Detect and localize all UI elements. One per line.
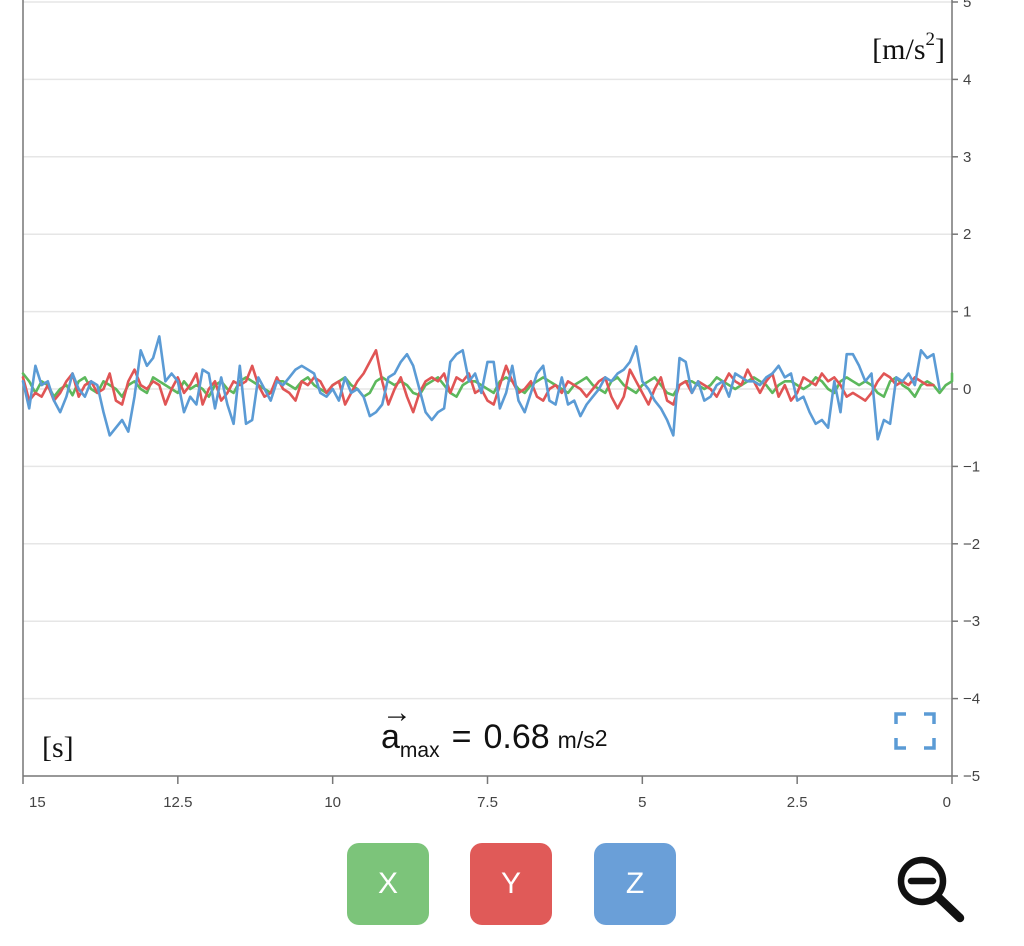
max-acceleration-readout: → amax = 0.68 m/s2 bbox=[381, 696, 608, 762]
vector-arrow: → bbox=[382, 696, 412, 729]
x-tick-label: 0 bbox=[943, 794, 951, 811]
series-z-line bbox=[21, 335, 941, 441]
z-axis-toggle-button[interactable]: Z bbox=[594, 843, 676, 925]
x-axis-toggle-button[interactable]: X bbox=[347, 843, 429, 925]
max-unit: m/s bbox=[558, 727, 595, 753]
max-value: 0.68 bbox=[483, 718, 549, 756]
x-tick-label: 12.5 bbox=[163, 794, 192, 811]
x-tick-label: 10 bbox=[324, 794, 341, 811]
y-tick-label: 1 bbox=[963, 304, 971, 321]
y-tick-label: 5 bbox=[963, 0, 971, 11]
y-tick-label: 4 bbox=[963, 71, 971, 88]
y-tick-label: −1 bbox=[963, 458, 980, 475]
y-tick-label: −5 bbox=[963, 768, 980, 785]
y-tick-label: 0 bbox=[963, 381, 971, 398]
x-tick-label: 7.5 bbox=[477, 794, 498, 811]
x-unit-label: [s] bbox=[42, 731, 74, 764]
fullscreen-corners-icon[interactable] bbox=[890, 708, 940, 754]
max-acceleration-text: amax = 0.68 m/s2 bbox=[381, 718, 608, 762]
equals-sign: = bbox=[452, 718, 472, 756]
magnifier-minus-icon[interactable] bbox=[890, 850, 970, 930]
accel-subscript: max bbox=[400, 739, 440, 762]
y-unit-label: [m/s2] bbox=[872, 29, 945, 66]
y-tick-label: −2 bbox=[963, 536, 980, 553]
max-unit-sup: 2 bbox=[595, 725, 608, 751]
y-tick-label: 3 bbox=[963, 149, 971, 166]
y-axis-toggle-button[interactable]: Y bbox=[470, 843, 552, 925]
y-tick-label: 2 bbox=[963, 226, 971, 243]
x-tick-label: 15 bbox=[29, 794, 46, 811]
x-tick-label: 2.5 bbox=[787, 794, 808, 811]
accel-symbol: a bbox=[381, 718, 400, 756]
series-y-line bbox=[21, 348, 935, 414]
y-tick-label: −4 bbox=[963, 691, 980, 708]
series-lines bbox=[21, 335, 954, 441]
y-tick-label: −3 bbox=[963, 613, 980, 630]
x-tick-label: 5 bbox=[638, 794, 646, 811]
